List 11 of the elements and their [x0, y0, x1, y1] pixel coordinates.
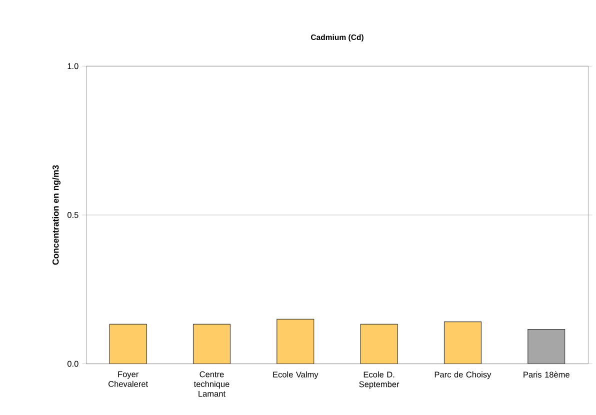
x-tick-label: Parc de Choisy — [434, 371, 492, 379]
x-tick-label: Ecole Valmy — [273, 371, 318, 379]
bar — [276, 318, 314, 364]
x-tick-label: Paris 18ème — [524, 371, 570, 378]
x-tick-label: Centre technique Lamant — [194, 371, 230, 397]
y-tick-label: 0.0 — [67, 360, 78, 367]
y-tick-label: 0.5 — [67, 212, 78, 218]
y-axis-title: Concentration en ng/m3 — [52, 165, 61, 265]
y-tick-label: 1.0 — [68, 63, 78, 69]
x-tick-label: Ecole D. September — [359, 371, 400, 389]
x-tick-label: Foyer Chevaleret — [108, 371, 148, 387]
